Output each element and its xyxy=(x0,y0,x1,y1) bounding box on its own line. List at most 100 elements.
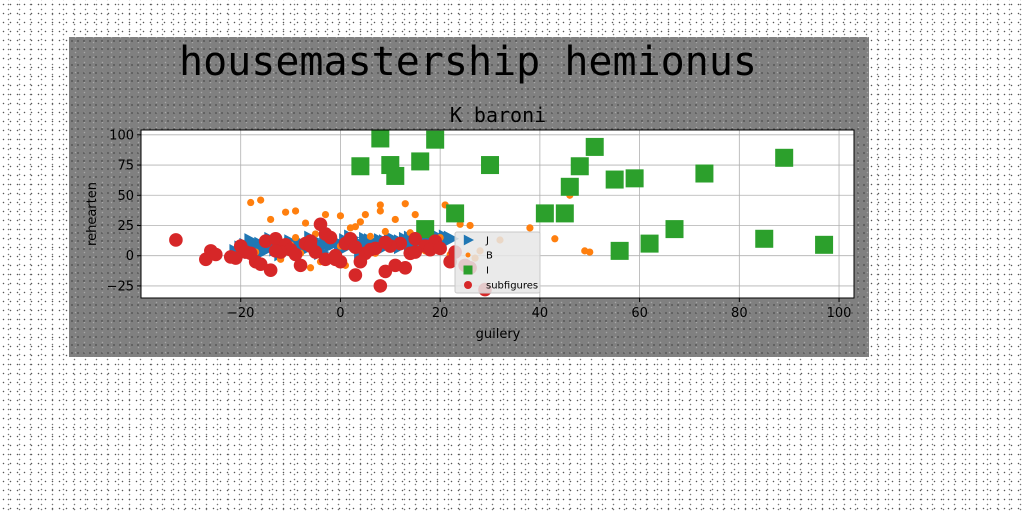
data-point xyxy=(411,211,419,219)
data-point xyxy=(263,263,278,278)
x-tick-label: 0 xyxy=(336,306,344,321)
data-point xyxy=(586,248,594,256)
legend-marker xyxy=(465,252,471,258)
data-point xyxy=(535,204,554,223)
data-point xyxy=(293,258,308,273)
data-point xyxy=(381,227,389,236)
data-point xyxy=(268,244,283,258)
data-point xyxy=(303,239,318,253)
data-point xyxy=(366,232,374,240)
data-point xyxy=(640,234,659,253)
legend-marker xyxy=(463,234,474,246)
data-point xyxy=(301,219,310,227)
x-tick-label: 80 xyxy=(731,306,748,321)
data-point xyxy=(526,224,534,232)
data-point xyxy=(408,231,423,246)
axis-ticks: −20 0 20 40 60 80 100 −25 0 25 50 75 100 xyxy=(107,128,852,321)
legend-label: I xyxy=(486,266,489,277)
x-tick-label: 100 xyxy=(827,306,852,321)
data-point xyxy=(361,211,369,219)
data-point xyxy=(281,208,290,216)
data-point xyxy=(481,156,500,175)
data-point xyxy=(373,279,388,293)
data-point xyxy=(376,207,384,215)
data-point xyxy=(423,242,437,257)
chart-svg: housemastership hemionus K baroni −20 0 20… xyxy=(85,39,855,342)
data-point xyxy=(247,198,255,207)
legend-label: J xyxy=(485,236,489,247)
y-tick-label: 50 xyxy=(117,189,134,204)
data-point xyxy=(560,177,579,196)
x-tick-label: 20 xyxy=(432,306,449,321)
data-point xyxy=(665,220,684,239)
data-point xyxy=(244,233,260,250)
data-point xyxy=(371,129,390,148)
data-point xyxy=(321,211,330,219)
data-point xyxy=(376,201,384,209)
data-point xyxy=(695,164,714,183)
data-point xyxy=(267,215,275,224)
data-point xyxy=(356,218,364,226)
data-point xyxy=(351,223,359,231)
data-point xyxy=(416,220,435,239)
data-point xyxy=(378,264,393,279)
data-point xyxy=(169,233,183,247)
data-point xyxy=(426,130,445,149)
data-point xyxy=(411,152,430,171)
data-point xyxy=(755,229,774,248)
data-point xyxy=(443,230,460,247)
data-point xyxy=(208,247,223,262)
y-tick-label: −25 xyxy=(107,279,134,294)
x-tick-label: 40 xyxy=(532,306,549,321)
series-i xyxy=(351,129,834,260)
data-point xyxy=(363,242,378,257)
legend-label: subfigures xyxy=(486,281,538,292)
x-tick-label: 60 xyxy=(631,306,648,321)
data-point xyxy=(228,251,243,265)
chart-figure: housemastership hemionus K baroni −20 0 20… xyxy=(69,37,869,357)
plot-frame xyxy=(140,129,855,299)
data-point xyxy=(625,169,644,188)
data-point xyxy=(610,241,629,260)
data-point xyxy=(815,235,834,254)
data-point xyxy=(386,166,405,185)
data-point xyxy=(243,246,258,261)
y-tick-label: 75 xyxy=(117,159,134,174)
data-point xyxy=(391,215,399,224)
legend-marker xyxy=(463,265,473,275)
legend-marker xyxy=(464,281,472,289)
data-point xyxy=(268,231,283,246)
data-point xyxy=(253,257,268,271)
figure-title: housemastership hemionus xyxy=(179,39,757,85)
y-tick-label: 100 xyxy=(109,128,134,143)
data-point xyxy=(328,248,343,263)
data-point xyxy=(570,157,589,176)
data-point xyxy=(446,204,465,223)
data-point xyxy=(291,207,300,215)
data-point xyxy=(288,247,303,262)
data-point xyxy=(401,200,409,208)
data-point xyxy=(348,240,363,255)
data-point xyxy=(466,221,474,230)
data-point xyxy=(306,264,315,272)
data-point xyxy=(605,170,624,189)
x-axis-label: guilery xyxy=(476,327,521,342)
data-point xyxy=(257,196,265,204)
data-point xyxy=(378,235,393,250)
data-point xyxy=(291,233,300,242)
data-point xyxy=(336,212,345,220)
data-point xyxy=(551,235,559,243)
y-axis-label: rehearten xyxy=(85,182,100,246)
data-point xyxy=(585,137,604,156)
chart-title: K baroni xyxy=(450,103,546,127)
data-point xyxy=(555,204,574,223)
data-point xyxy=(456,220,464,228)
data-point xyxy=(775,148,794,167)
data-point xyxy=(323,230,338,245)
data-point xyxy=(388,258,403,273)
data-point xyxy=(408,245,423,259)
x-tick-label: −20 xyxy=(227,306,254,321)
y-tick-label: 25 xyxy=(117,219,134,234)
